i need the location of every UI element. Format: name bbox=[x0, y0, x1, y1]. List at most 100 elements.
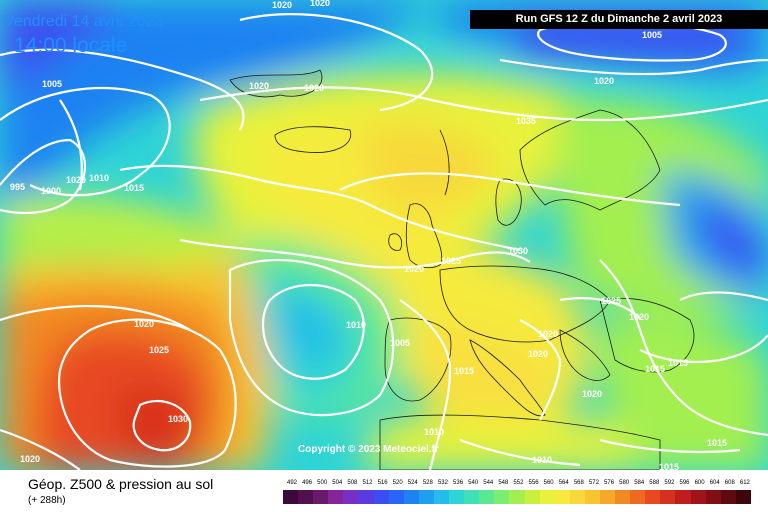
legend-swatch bbox=[403, 490, 419, 504]
color-scale-bar bbox=[283, 490, 751, 504]
copyright-notice: Copyright © 2023 Meteociel.fr bbox=[298, 444, 439, 455]
z500-color-field bbox=[0, 0, 768, 470]
legend-swatch bbox=[464, 490, 480, 504]
legend-label: 608 bbox=[724, 480, 735, 486]
legend-label: 512 bbox=[362, 480, 373, 486]
legend-label: 612 bbox=[739, 480, 750, 486]
legend-swatch bbox=[645, 490, 661, 504]
legend-swatch bbox=[509, 490, 525, 504]
weather-map: 1020 1020 1005 1020 1020 1020 995 1000 1… bbox=[0, 0, 768, 470]
legend-swatch bbox=[298, 490, 314, 504]
isobar-label: 1025 bbox=[601, 296, 621, 306]
legend-swatch bbox=[675, 490, 691, 504]
isobar-label: 1025 bbox=[149, 345, 169, 355]
isobar-label: 1015 bbox=[454, 366, 474, 376]
legend-swatch bbox=[328, 490, 344, 504]
isobar-label: 1020 bbox=[310, 0, 330, 8]
legend-swatch bbox=[313, 490, 329, 504]
isobar-label: 1035 bbox=[516, 116, 536, 126]
legend-label: 536 bbox=[453, 480, 464, 486]
legend-swatch bbox=[660, 490, 676, 504]
isobar-label: 1015 bbox=[124, 183, 144, 193]
isobar-label: 1005 bbox=[642, 30, 662, 40]
isobar-lines bbox=[0, 13, 768, 470]
map-title: Géop. Z500 & pression au sol bbox=[28, 476, 214, 492]
isobar-label: 1020 bbox=[594, 76, 614, 86]
isobar-label: 1030 bbox=[508, 246, 528, 256]
legend-swatch bbox=[283, 490, 299, 504]
isobar-label: 1015 bbox=[659, 462, 679, 470]
isobar-labels: 1020 1020 1005 1020 1020 1020 995 1000 1… bbox=[10, 0, 727, 470]
legend-label: 572 bbox=[588, 480, 599, 486]
color-scale-labels: 492 496 500 504 508 512 516 520 524 528 532 536 540 5… bbox=[280, 480, 752, 490]
legend-swatch bbox=[449, 490, 465, 504]
isobar-label: 1020 bbox=[66, 175, 86, 185]
isobar-label: 1005 bbox=[390, 338, 410, 348]
legend-label: 604 bbox=[709, 480, 720, 486]
legend-label: 560 bbox=[543, 480, 554, 486]
isobar-label: 1020 bbox=[629, 312, 649, 322]
legend-swatch bbox=[373, 490, 389, 504]
legend-swatch bbox=[358, 490, 374, 504]
legend-label: 504 bbox=[332, 480, 343, 486]
legend-swatch bbox=[690, 490, 706, 504]
legend-label: 552 bbox=[513, 480, 524, 486]
legend-label: 524 bbox=[407, 480, 418, 486]
forecast-lead: (+ 288h) bbox=[28, 495, 66, 506]
legend-label: 540 bbox=[468, 480, 479, 486]
legend-swatch bbox=[584, 490, 600, 504]
legend-label: 580 bbox=[619, 480, 630, 486]
coastlines bbox=[229, 69, 695, 470]
isobar-label: 1010 bbox=[424, 427, 444, 437]
legend-label: 528 bbox=[422, 480, 433, 486]
legend-swatch bbox=[569, 490, 585, 504]
legend-swatch bbox=[524, 490, 540, 504]
legend-swatch bbox=[720, 490, 736, 504]
legend-swatch bbox=[705, 490, 721, 504]
legend-label: 596 bbox=[679, 480, 690, 486]
isobar-label: 1015 bbox=[707, 438, 727, 448]
isobar-label: 1020 bbox=[528, 349, 548, 359]
legend-label: 516 bbox=[377, 480, 388, 486]
legend-swatch bbox=[630, 490, 646, 504]
isobar-label: 1015 bbox=[668, 358, 688, 368]
isobar-label: 1020 bbox=[20, 454, 40, 464]
legend-label: 544 bbox=[483, 480, 494, 486]
legend-label: 576 bbox=[604, 480, 615, 486]
legend-swatch bbox=[479, 490, 495, 504]
legend-label: 532 bbox=[437, 480, 448, 486]
legend-label: 600 bbox=[694, 480, 705, 486]
legend-swatch bbox=[388, 490, 404, 504]
isobar-label: 1010 bbox=[532, 455, 552, 465]
isobar-label: 1020 bbox=[272, 0, 292, 10]
legend-swatch bbox=[554, 490, 570, 504]
legend-label: 492 bbox=[286, 480, 297, 486]
isobar-label: 1000 bbox=[41, 186, 61, 196]
isobar-label: 1030 bbox=[168, 414, 188, 424]
legend-label: 520 bbox=[392, 480, 403, 486]
valid-date: Vendredi 14 avril 2023 bbox=[4, 13, 164, 30]
legend-swatch bbox=[735, 490, 751, 504]
legend-label: 548 bbox=[498, 480, 509, 486]
legend-label: 588 bbox=[649, 480, 660, 486]
isobar-label: 1015 bbox=[645, 364, 665, 374]
legend-swatch bbox=[599, 490, 616, 504]
isobar-label: 1025 bbox=[441, 256, 461, 266]
legend-label: 556 bbox=[528, 480, 539, 486]
legend-swatch bbox=[615, 490, 631, 504]
legend-swatch bbox=[494, 490, 510, 504]
legend-swatch bbox=[433, 490, 450, 504]
isobar-label: 1020 bbox=[134, 319, 154, 329]
geopotential-map: 1020 1020 1005 1020 1020 1020 995 1000 1… bbox=[0, 0, 768, 470]
legend-label: 500 bbox=[317, 480, 328, 486]
legend-label: 592 bbox=[664, 480, 675, 486]
legend-label: 568 bbox=[573, 480, 584, 486]
isobar-label: 1010 bbox=[89, 173, 109, 183]
isobar-label: 1020 bbox=[304, 83, 324, 93]
isobar-label: 1020 bbox=[538, 329, 558, 339]
legend-label: 508 bbox=[347, 480, 358, 486]
legend-label: 564 bbox=[558, 480, 569, 486]
legend-label: 584 bbox=[634, 480, 645, 486]
legend-swatch bbox=[539, 490, 555, 504]
